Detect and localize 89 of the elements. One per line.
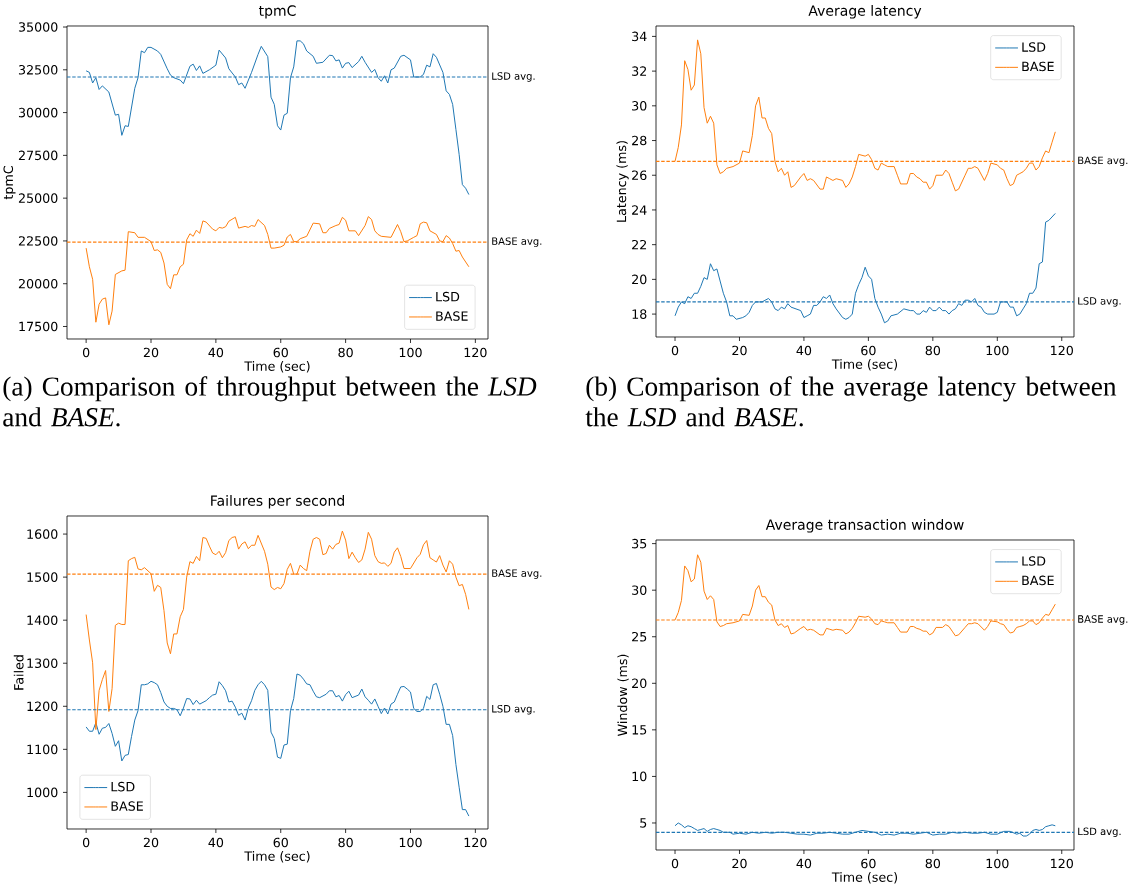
x-tick-label: 80 bbox=[338, 837, 353, 848]
y-axis-title: Window (ms) bbox=[617, 654, 629, 736]
x-tick-label: 80 bbox=[925, 345, 941, 356]
ref-line-label: LSD avg. bbox=[1078, 827, 1121, 838]
chart-title: Average transaction window bbox=[765, 519, 964, 533]
y-tick-label: 20 bbox=[632, 678, 647, 689]
legend-label: BASE bbox=[1022, 61, 1054, 72]
x-tick-label: 100 bbox=[986, 858, 1009, 869]
y-tick-label: 35 bbox=[632, 538, 647, 549]
x-tick-label: 0 bbox=[671, 858, 679, 869]
y-tick-label: 20000 bbox=[18, 278, 58, 289]
x-tick-label: 60 bbox=[861, 858, 876, 869]
x-tick-label: 80 bbox=[925, 858, 941, 869]
x-axis-title: Time (sec) bbox=[244, 361, 310, 373]
y-tick-label: 1400 bbox=[27, 615, 58, 625]
x-tick-label: 0 bbox=[671, 345, 679, 356]
y-axis-title: Latency (ms) bbox=[616, 141, 629, 222]
y-tick-label: 1100 bbox=[27, 744, 58, 755]
text: (a) Comparison of throughput between the LSD and BASE. bbox=[3, 376, 537, 427]
x-tick-label: 120 bbox=[1051, 858, 1073, 869]
x-tick-label: 120 bbox=[464, 347, 487, 358]
y-tick-label: 30000 bbox=[18, 107, 58, 118]
chart-title: Failures per second bbox=[211, 495, 344, 509]
y-tick-label: 1000 bbox=[27, 787, 58, 798]
x-tick-label: 60 bbox=[273, 347, 288, 358]
ref-line-label: LSD avg. bbox=[492, 704, 535, 715]
x-tick-label: 0 bbox=[82, 347, 90, 358]
y-tick-label: 26 bbox=[632, 170, 647, 181]
x-tick-label: 120 bbox=[464, 837, 487, 848]
y-tick-label: 20 bbox=[632, 274, 647, 285]
y-tick-label: 1200 bbox=[27, 701, 58, 712]
y-tick-label: 25000 bbox=[18, 193, 58, 203]
ref-line-label: LSD avg. bbox=[492, 72, 535, 82]
y-tick-label: 25 bbox=[632, 631, 647, 642]
x-tick-label: 60 bbox=[861, 345, 876, 356]
x-tick-label: 20 bbox=[143, 347, 159, 358]
legend-label: BASE bbox=[1022, 575, 1054, 586]
y-tick-label: 22500 bbox=[18, 236, 58, 246]
y-tick-label: 28 bbox=[632, 135, 647, 146]
x-tick-label: 40 bbox=[208, 837, 224, 848]
x-tick-label: 120 bbox=[1051, 345, 1073, 356]
x-tick-label: 20 bbox=[143, 837, 159, 848]
x-tick-label: 40 bbox=[796, 345, 812, 356]
ref-line-label: BASE avg. bbox=[1078, 615, 1128, 625]
y-tick-label: 17500 bbox=[19, 321, 58, 332]
y-tick-label: 27500 bbox=[18, 150, 58, 161]
x-axis-title: Time (sec) bbox=[831, 359, 898, 371]
x-tick-label: 20 bbox=[732, 858, 747, 869]
y-tick-label: 1500 bbox=[27, 572, 58, 582]
x-tick-label: 20 bbox=[732, 345, 747, 356]
y-axis-title: Failed bbox=[13, 655, 24, 690]
x-tick-label: 100 bbox=[399, 837, 422, 848]
x-tick-label: 40 bbox=[796, 858, 812, 869]
y-tick-label: 30 bbox=[632, 585, 647, 595]
y-tick-label: 18 bbox=[632, 309, 647, 319]
y-tick-label: 35000 bbox=[18, 22, 58, 32]
y-tick-label: 32500 bbox=[18, 65, 58, 75]
y-tick-label: 15 bbox=[632, 725, 647, 735]
legend-label: LSD bbox=[1022, 556, 1046, 566]
ref-line-label: BASE avg. bbox=[492, 237, 542, 247]
x-tick-label: 0 bbox=[82, 837, 90, 848]
ref-line-label: BASE avg. bbox=[492, 569, 542, 579]
y-tick-label: 10 bbox=[632, 771, 647, 782]
legend-label: LSD bbox=[1022, 42, 1046, 52]
y-tick-label: 34 bbox=[632, 31, 647, 42]
chart-title: Average latency bbox=[808, 5, 922, 19]
legend-label: BASE bbox=[436, 311, 468, 321]
legend-label: BASE bbox=[111, 801, 143, 811]
y-tick-label: 1600 bbox=[27, 529, 58, 539]
x-axis-title: Time (sec) bbox=[831, 872, 898, 884]
x-tick-label: 80 bbox=[338, 347, 353, 358]
x-tick-label: 100 bbox=[986, 345, 1009, 356]
y-tick-label: 32 bbox=[632, 66, 647, 76]
x-tick-label: 60 bbox=[273, 837, 288, 848]
y-tick-label: 22 bbox=[632, 239, 647, 250]
chart-title: tpmC bbox=[258, 5, 296, 19]
y-tick-label: 24 bbox=[632, 205, 647, 215]
x-tick-label: 100 bbox=[399, 347, 422, 358]
legend-label: LSD bbox=[111, 781, 135, 792]
y-tick-label: 30 bbox=[632, 101, 647, 111]
y-axis-title: tpmC bbox=[3, 166, 16, 200]
legend-label: LSD bbox=[436, 291, 460, 302]
x-axis-title: Time (sec) bbox=[244, 851, 310, 863]
y-tick-label: 1300 bbox=[27, 658, 58, 669]
text: (b) Comparison of the average latency between the LSD and BASE. bbox=[585, 376, 1117, 427]
x-tick-label: 40 bbox=[208, 347, 224, 358]
y-tick-label: 5 bbox=[640, 818, 647, 828]
ref-line-label: LSD avg. bbox=[1078, 297, 1121, 307]
ref-line-label: BASE avg. bbox=[1078, 156, 1128, 167]
